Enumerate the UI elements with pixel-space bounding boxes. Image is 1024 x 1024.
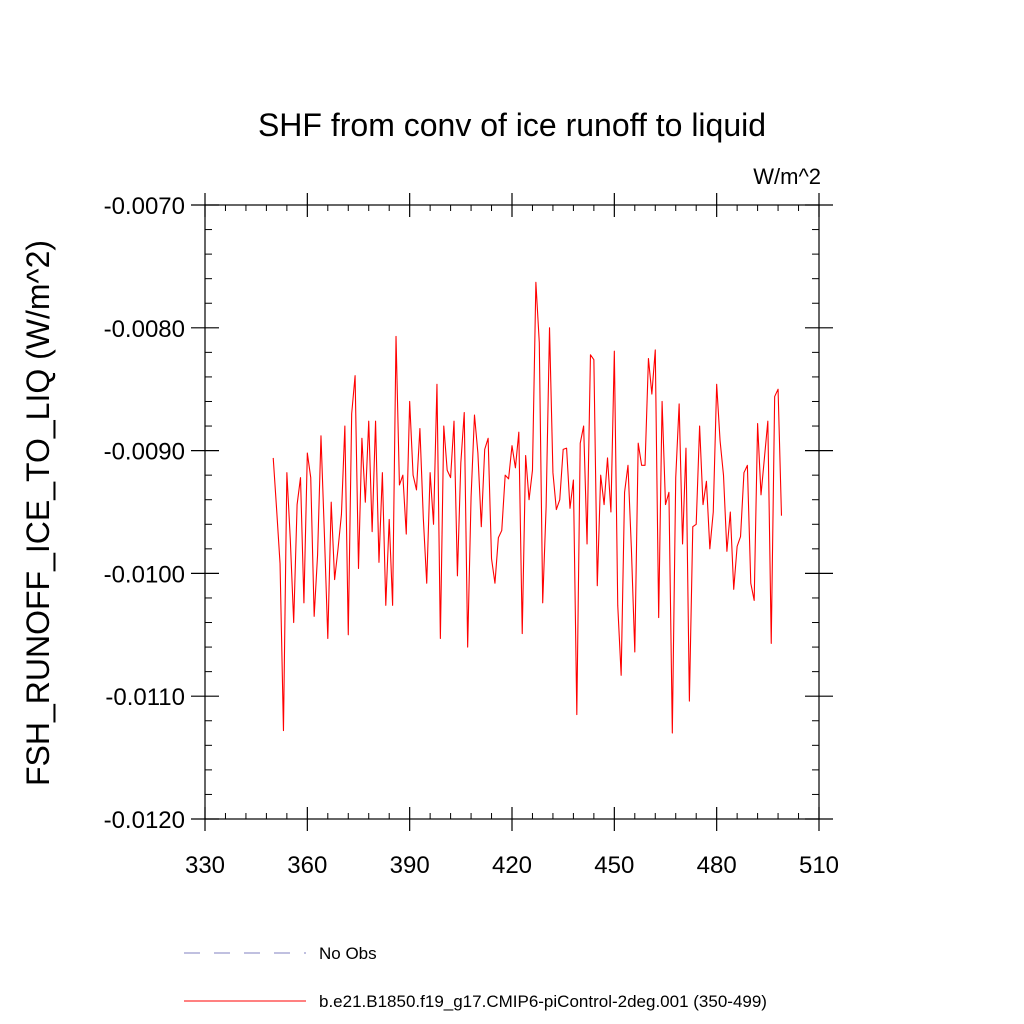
y-tick-label: -0.0120 [104, 807, 185, 834]
y-tick-label: -0.0110 [105, 684, 185, 711]
y-axis-label: FSH_RUNOFF_ICE_TO_LIQ (W/m^2) [20, 240, 56, 786]
x-tick-labels: 330 360 390 420 450 480 510 [185, 852, 839, 879]
series-line [272, 281, 783, 734]
x-tick-label: 510 [799, 852, 839, 879]
legend: No Obs b.e21.B1850.f19_g17.CMIP6-piContro… [184, 944, 767, 1011]
series-layer [272, 281, 783, 734]
axis-ticks [191, 193, 833, 831]
legend-label: b.e21.B1850.f19_g17.CMIP6-piControl-2deg… [319, 992, 767, 1011]
y-tick-label: -0.0090 [104, 439, 185, 466]
chart-title: SHF from conv of ice runoff to liquid [258, 107, 766, 143]
units-label: W/m^2 [753, 164, 821, 189]
y-tick-label: -0.0080 [104, 316, 185, 343]
legend-label: No Obs [319, 944, 377, 963]
y-tick-label: -0.0100 [104, 561, 185, 588]
y-tick-label: -0.0070 [104, 193, 185, 220]
x-tick-label: 330 [185, 852, 225, 879]
y-tick-labels: -0.0070 -0.0080 -0.0090 -0.0100 -0.0110 -0.01… [104, 193, 185, 834]
x-tick-label: 390 [390, 852, 430, 879]
x-tick-label: 480 [697, 852, 737, 879]
x-tick-label: 420 [492, 852, 532, 879]
x-tick-label: 360 [287, 852, 327, 879]
x-tick-label: 450 [594, 852, 634, 879]
